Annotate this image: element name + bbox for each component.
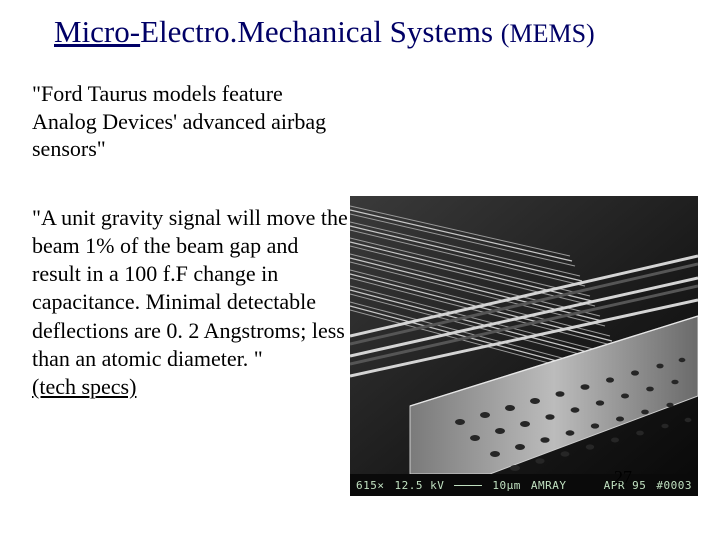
sem-micrograph: 615× 12.5 kV 10µm AMRAY APR 95 #0003 [350, 196, 698, 496]
page-number: 27 [614, 467, 632, 488]
sem-magnification: 615× [356, 479, 385, 492]
slide-title: Micro-Electro.Mechanical Systems (MEMS) [54, 14, 595, 50]
quote-2-text: "A unit gravity signal will move the bea… [32, 205, 348, 371]
tech-specs-link[interactable]: (tech specs) [32, 374, 136, 399]
title-rest: Electro.Mechanical Systems [140, 14, 501, 49]
quote-2: "A unit gravity signal will move the bea… [32, 204, 352, 401]
sem-id: #0003 [656, 479, 692, 492]
quote-1: "Ford Taurus models feature Analog Devic… [32, 80, 332, 163]
title-underlined-part: Micro- [54, 14, 140, 49]
slide: Micro-Electro.Mechanical Systems (MEMS) … [0, 0, 720, 540]
sem-svg [350, 196, 698, 496]
title-acronym: (MEMS) [501, 19, 595, 48]
sem-brand: AMRAY [531, 479, 567, 492]
sem-kv: 12.5 kV [395, 479, 445, 492]
sem-scale: 10µm [492, 479, 521, 492]
sem-info-bar: 615× 12.5 kV 10µm AMRAY APR 95 #0003 [350, 474, 698, 496]
sem-scalebar-icon [454, 485, 482, 486]
